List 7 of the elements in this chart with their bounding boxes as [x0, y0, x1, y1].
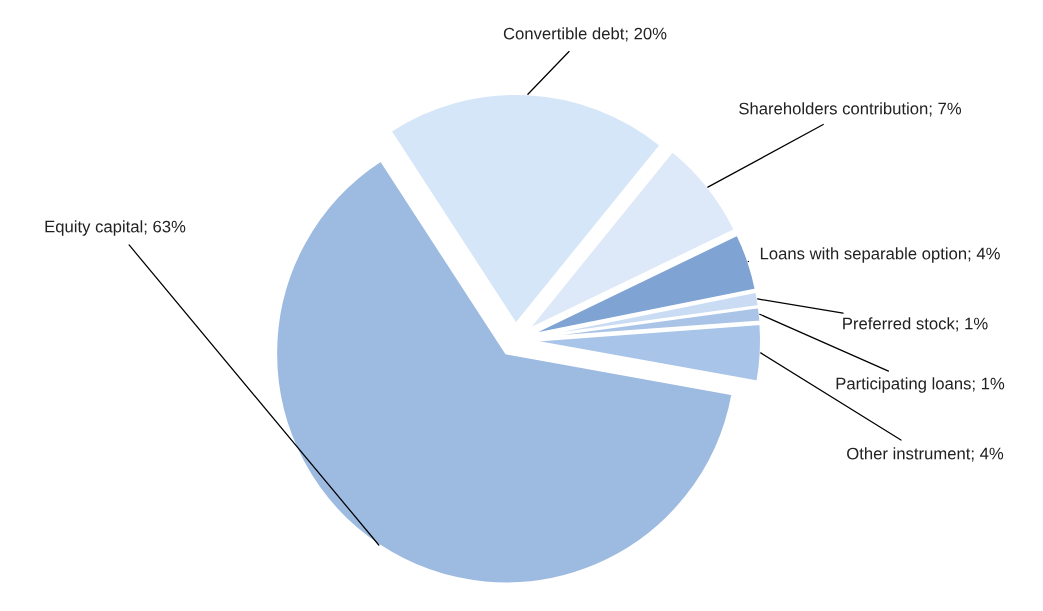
- slice-label: Equity capital; 63%: [45, 220, 186, 236]
- slice-label: Participating loans; 1%: [836, 377, 1005, 393]
- slice-label: Preferred stock; 1%: [843, 317, 988, 332]
- slice-label: Other instrument; 4%: [847, 447, 1004, 462]
- slice-label: Loans with separable option; 4%: [760, 247, 1000, 263]
- slice-label: Shareholders contribution; 7%: [739, 102, 962, 117]
- slice-label: Convertible debt; 20%: [503, 27, 667, 42]
